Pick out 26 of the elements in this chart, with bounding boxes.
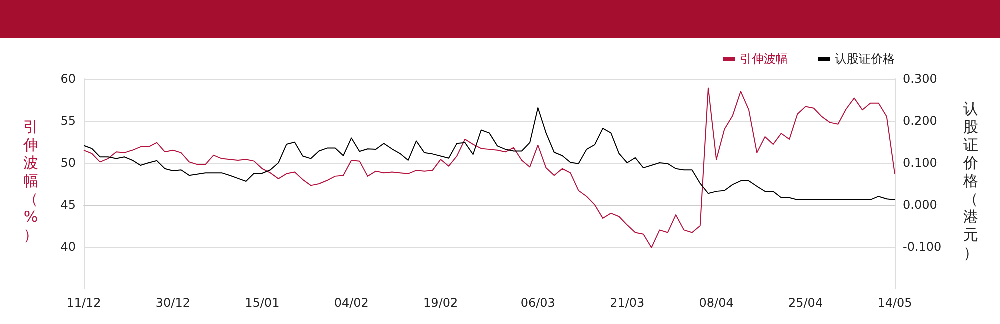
line-series	[84, 107, 896, 200]
y2-tick-label: 0.200	[903, 114, 938, 128]
line-series	[84, 88, 896, 248]
x-tick-label: 19/02	[424, 296, 458, 310]
x-tick-label: 04/02	[334, 296, 369, 310]
y-tick-label: 50	[60, 156, 76, 170]
x-tick-label: 15/01	[245, 296, 280, 310]
x-tick-label: 14/05	[878, 296, 912, 310]
text: 认股证价格（港元）	[964, 100, 978, 262]
legend-label: 引伸波幅	[740, 52, 788, 66]
x-tick-label: 06/03	[520, 296, 556, 310]
x-tick-label: 21/03	[610, 296, 645, 310]
y2-tick-label: -0.100	[903, 240, 942, 254]
y-tick-label: 45	[60, 198, 76, 212]
x-tick-label: 30/12	[156, 296, 191, 310]
legend-label: 认股证价格	[835, 52, 895, 66]
x-tick-label: 11/12	[66, 296, 102, 310]
y2-tick-label: 0.300	[903, 72, 938, 86]
y2-tick-label: 0.000	[903, 198, 938, 212]
y-tick-label: 55	[60, 114, 76, 128]
x-tick-label: 08/04	[699, 296, 734, 310]
y2-tick-label: 0.100	[903, 156, 938, 170]
x-tick-label: 25/04	[788, 296, 824, 310]
y-tick-label: 60	[60, 72, 76, 86]
y-axis-title: 引伸波幅（%）	[22, 118, 40, 244]
y-tick-label: 40	[60, 240, 76, 254]
